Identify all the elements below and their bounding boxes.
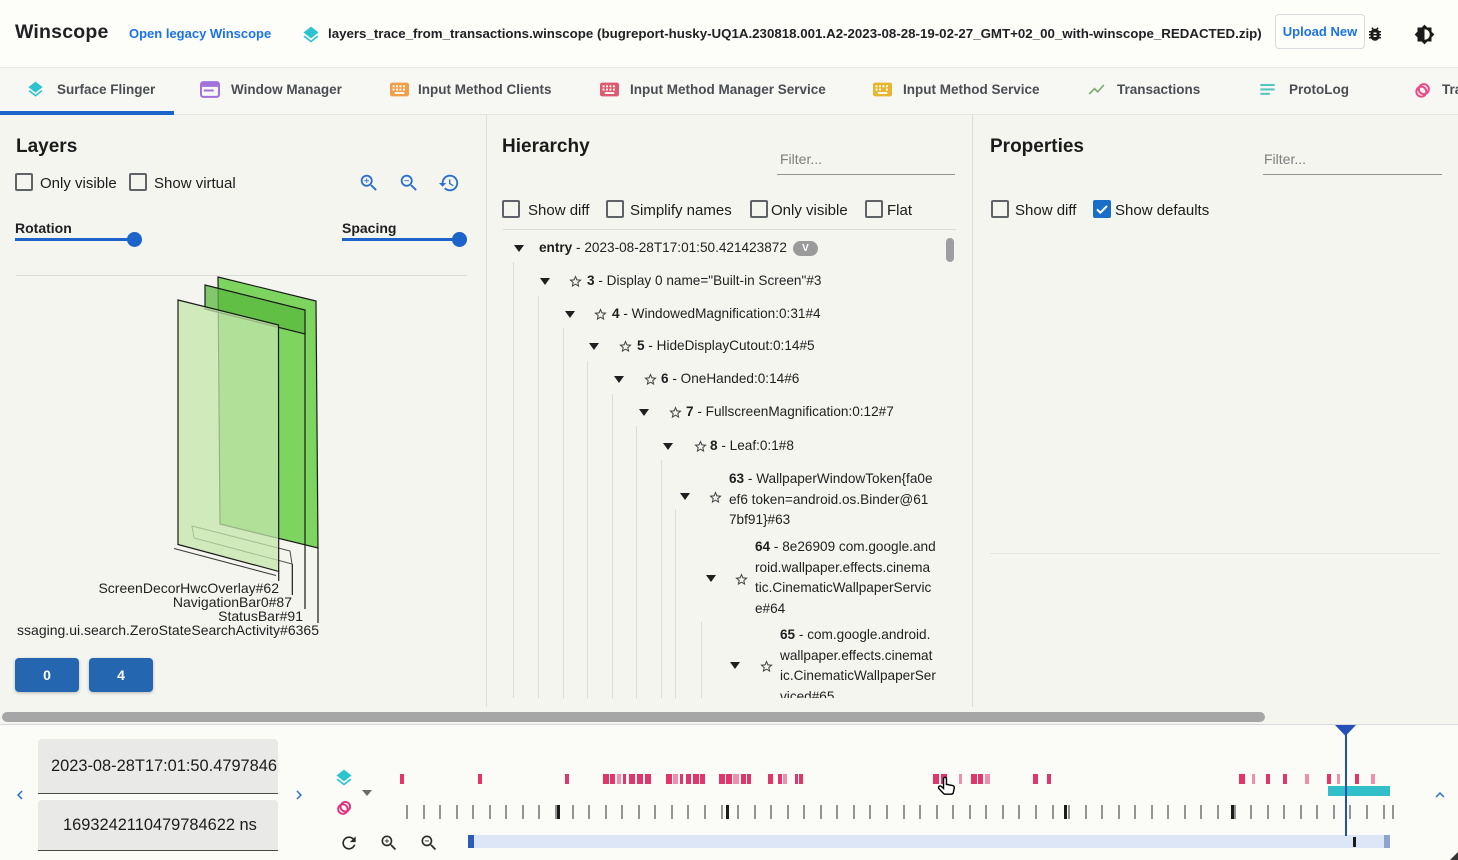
svg-text:ScreenDecorHwcOverlay#62: ScreenDecorHwcOverlay#62 xyxy=(98,580,279,596)
svg-text:NavigationBar0#87: NavigationBar0#87 xyxy=(173,594,292,610)
svg-text:ssaging.ui.search.ZeroStateSea: ssaging.ui.search.ZeroStateSearchActivit… xyxy=(17,622,319,638)
svg-text:StatusBar#91: StatusBar#91 xyxy=(218,608,303,624)
